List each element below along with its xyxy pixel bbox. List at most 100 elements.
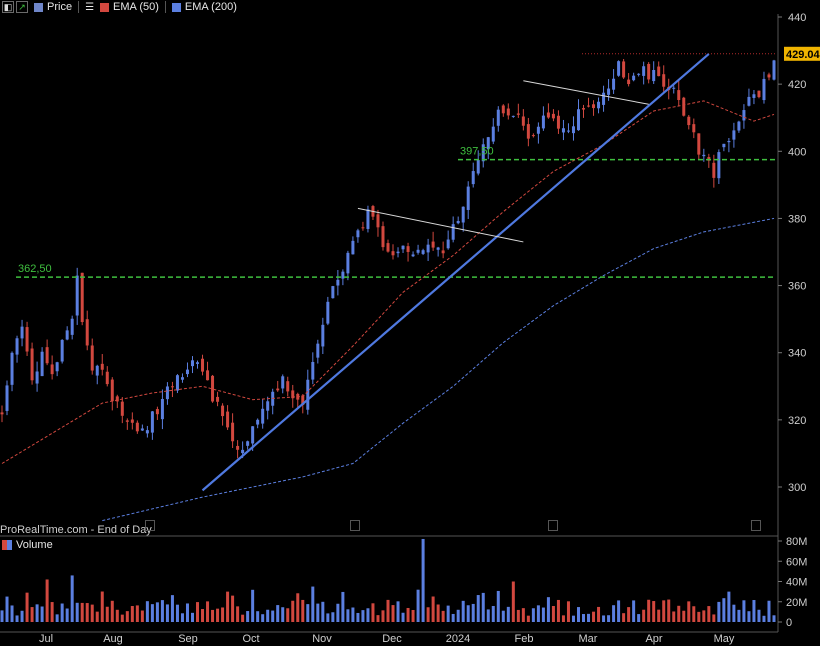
volume-bar [266, 609, 270, 622]
arrow-icon[interactable]: ↗ [16, 1, 28, 13]
candle-body [531, 135, 535, 137]
candle-body [647, 63, 651, 80]
volume-bar [150, 604, 154, 622]
volume-bar [727, 591, 731, 622]
volume-bar [236, 606, 240, 622]
candle-body [226, 411, 230, 428]
candle-body [571, 126, 575, 134]
volume-bar [722, 598, 726, 622]
volume-title: Volume [16, 539, 53, 551]
candle-body [85, 319, 89, 346]
volume-bar [190, 612, 194, 622]
volume-bar [742, 600, 746, 622]
candle-body [742, 110, 746, 121]
volume-bar [366, 608, 370, 622]
candle-body [311, 361, 315, 380]
candle-body [206, 370, 210, 381]
menu-icon[interactable]: ☰ [85, 1, 95, 13]
candle-body [130, 419, 134, 423]
x-tick-label: Apr [645, 633, 662, 645]
legend-price[interactable]: Price [34, 1, 72, 13]
candle-body [436, 247, 440, 250]
calendar-icon[interactable] [145, 520, 155, 531]
volume-bar [602, 615, 606, 622]
volume-bar [647, 599, 651, 622]
expand-icon[interactable]: ◧ [2, 1, 14, 13]
candle-body [5, 385, 9, 411]
volume-bar [165, 604, 169, 622]
candle-body [441, 250, 445, 254]
y-tick-label: 320 [788, 415, 806, 427]
volume-bar [50, 602, 54, 622]
x-tick-label: Aug [103, 633, 123, 645]
volume-bar [206, 601, 210, 622]
legend-separator [78, 1, 80, 13]
candle-body [386, 243, 390, 252]
volume-bar [411, 610, 415, 622]
data-source-label: ProRealTime.com - End of Day [0, 524, 152, 536]
volume-bar [461, 600, 465, 622]
volume-bar [125, 611, 129, 622]
candle-body [501, 105, 505, 114]
candle-body [592, 104, 596, 109]
candle-body [506, 108, 510, 116]
volume-bar [221, 607, 225, 622]
volume-bar [466, 605, 470, 622]
candle-body [662, 74, 666, 87]
volume-bar [130, 606, 134, 622]
volume-bar [702, 610, 706, 622]
candle-body [456, 220, 460, 224]
calendar-icon[interactable] [350, 520, 360, 531]
candle-body [727, 141, 731, 143]
candle-body [341, 271, 345, 279]
candle-body [140, 428, 144, 431]
candle-body [175, 375, 179, 391]
candle-body [170, 386, 174, 388]
volume-bar [145, 601, 149, 622]
candle-body [10, 352, 14, 385]
volume-bars-group [0, 538, 776, 622]
y-tick-label: 300 [788, 482, 806, 494]
candle-body [301, 395, 305, 405]
volume-bar [336, 603, 340, 622]
volume-bar [431, 596, 435, 622]
volume-bar [376, 615, 380, 622]
volume-bar [712, 614, 716, 622]
volume-color-swatch [2, 540, 12, 550]
candle-body [757, 90, 761, 98]
volume-bar [346, 609, 350, 622]
calendar-icon[interactable] [548, 520, 558, 531]
volume-bar [642, 609, 646, 622]
candle-body [426, 244, 430, 253]
candle-body [637, 73, 641, 75]
volume-bar [717, 601, 721, 622]
legend-ema200[interactable]: EMA (200) [171, 1, 237, 13]
volume-bar [155, 602, 159, 622]
volume-bar [511, 581, 515, 622]
volume-bar [175, 604, 179, 622]
candle-body [25, 327, 29, 352]
calendar-icon[interactable] [751, 520, 761, 531]
volume-bar [40, 606, 44, 622]
candle-body [516, 113, 520, 115]
ema-line [102, 217, 775, 522]
volume-y-tick-label: 20M [786, 597, 807, 609]
legend-ema50[interactable]: EMA (50) [100, 1, 159, 13]
volume-bar [100, 591, 104, 622]
volume-bar [0, 610, 4, 622]
candle-body [702, 154, 706, 157]
volume-bar [306, 604, 310, 622]
candle-body [251, 426, 255, 444]
candle-body [246, 441, 250, 446]
volume-bar [521, 608, 525, 622]
candle-body [120, 401, 124, 416]
volume-bar [160, 600, 164, 622]
legend-options[interactable]: ☰ [85, 2, 94, 13]
x-tick-label: Sep [178, 633, 198, 645]
candle-body [747, 96, 751, 106]
candle-body [687, 116, 691, 126]
candle-body [556, 115, 560, 129]
candle-body [672, 87, 676, 89]
volume-bar [281, 607, 285, 622]
